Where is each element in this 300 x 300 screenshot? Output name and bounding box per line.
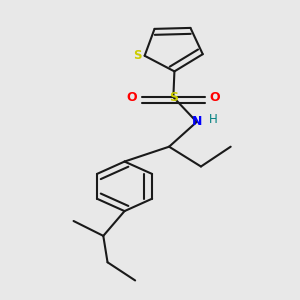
Text: O: O — [209, 91, 220, 104]
Text: S: S — [133, 49, 141, 62]
Text: N: N — [191, 116, 202, 128]
Text: H: H — [208, 113, 217, 126]
Text: O: O — [127, 91, 137, 104]
Text: S: S — [169, 91, 178, 104]
